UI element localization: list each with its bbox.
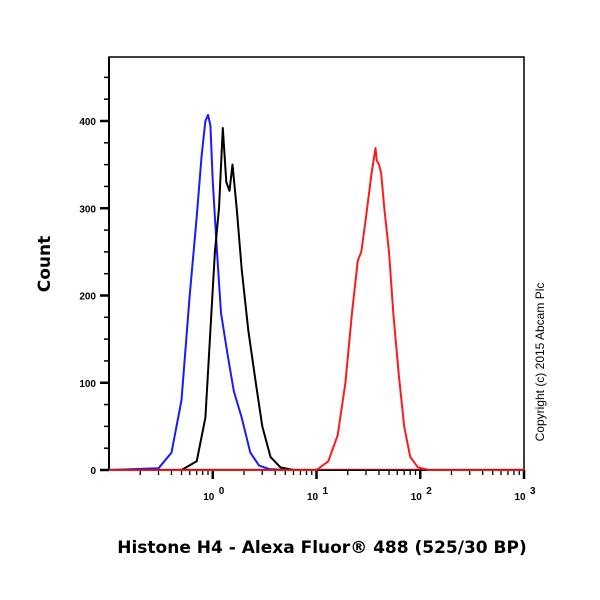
x-axis-title: Histone H4 - Alexa Fluor® 488 (525/30 BP… [117,538,527,558]
x-tick-label: 10 [411,492,423,503]
x-tick-exponent: 1 [323,486,329,497]
y-tick-label: 0 [90,466,96,477]
plot-frame [108,56,525,471]
y-tick-label: 300 [79,204,96,215]
series-line-0 [108,113,524,471]
y-tick-label: 100 [79,379,96,390]
y-tick-label: 400 [79,117,96,128]
series-line-2 [109,147,524,471]
series-line-1 [109,127,524,471]
x-tick-exponent: 0 [219,486,225,497]
plot-border [108,56,525,471]
y-tick-label: 200 [79,292,96,303]
x-tick-label: 10 [203,492,215,503]
y-axis: 0 100 200 300 400 [79,57,110,477]
x-tick-exponent: 3 [530,486,536,497]
y-axis-title: Count [35,236,55,293]
copyright-annotation: Copyright (c) 2015 Abcam Plc [533,283,547,442]
x-tick-label: 10 [514,492,526,503]
x-tick-label: 10 [307,492,319,503]
x-tick-exponent: 2 [426,486,432,497]
series-layer [108,113,524,471]
